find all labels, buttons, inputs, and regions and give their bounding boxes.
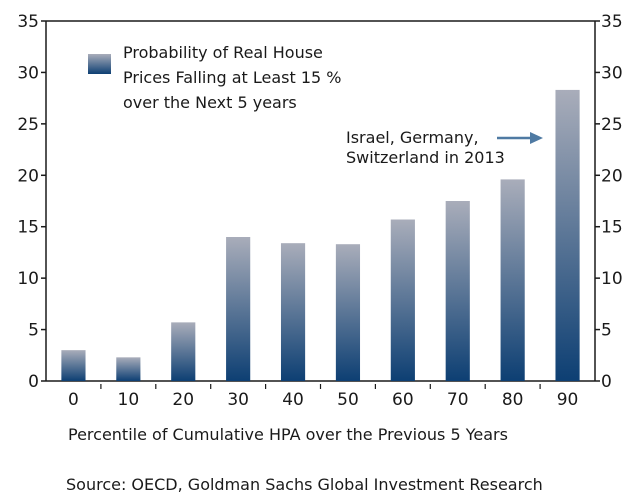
legend-line-3: over the Next 5 years	[123, 93, 297, 112]
bar-60	[390, 219, 415, 381]
x-tick-label: 50	[337, 390, 359, 410]
y-left-tick-label: 0	[28, 372, 39, 392]
y-right-tick-label: 15	[601, 218, 623, 238]
y-right-tick-label: 0	[601, 372, 612, 392]
legend-line-2: Prices Falling at Least 15 %	[123, 68, 342, 87]
bar-50	[335, 244, 361, 381]
y-left-tick-label: 10	[17, 269, 39, 289]
bar-70	[445, 201, 470, 381]
y-axis-left-ticks: 0 5 10 15 20 25 30 35	[17, 12, 46, 392]
annotation-line-1: Israel, Germany,	[346, 128, 479, 147]
bar-90	[555, 89, 580, 382]
legend: Probability of Real House Prices Falling…	[88, 43, 342, 112]
y-right-tick-label: 35	[601, 12, 623, 32]
y-right-tick-label: 30	[601, 63, 623, 83]
bar-0	[61, 350, 86, 381]
y-left-tick-label: 15	[17, 218, 39, 238]
y-right-tick-label: 10	[601, 269, 623, 289]
bar-10	[116, 357, 141, 381]
y-left-tick-label: 5	[28, 321, 39, 341]
bar-20	[171, 322, 196, 381]
x-tick-label: 70	[447, 390, 469, 410]
x-tick-label: 10	[118, 390, 140, 410]
bar-80	[500, 179, 525, 381]
y-right-tick-label: 20	[601, 166, 623, 186]
x-axis-ticks	[100, 384, 541, 389]
annotation-line-2: Switzerland in 2013	[346, 148, 505, 167]
x-tick-label: 40	[282, 390, 304, 410]
bar-30	[226, 237, 251, 381]
x-tick-label: 80	[502, 390, 524, 410]
x-axis-tick-labels: 0 10 20 30 40 50 60 70 80 90	[68, 390, 578, 410]
source-note: Source: OECD, Goldman Sachs Global Inves…	[66, 475, 543, 494]
x-tick-label: 20	[172, 390, 194, 410]
y-left-tick-label: 35	[17, 12, 39, 32]
y-left-tick-label: 25	[17, 115, 39, 135]
y-right-tick-label: 5	[601, 321, 612, 341]
x-tick-label: 0	[68, 390, 79, 410]
bars	[61, 89, 580, 382]
y-left-tick-label: 30	[17, 63, 39, 83]
y-axis-right-ticks: 0 5 10 15 20 25 30 35	[595, 12, 623, 392]
annotation: Israel, Germany, Switzerland in 2013	[346, 128, 543, 167]
legend-swatch	[88, 54, 111, 74]
annotation-arrow-head	[530, 132, 543, 144]
legend-line-1: Probability of Real House	[123, 43, 323, 62]
y-left-tick-label: 20	[17, 166, 39, 186]
x-tick-label: 60	[392, 390, 414, 410]
x-tick-label: 30	[227, 390, 249, 410]
y-right-tick-label: 25	[601, 115, 623, 135]
x-axis-title: Percentile of Cumulative HPA over the Pr…	[68, 425, 508, 444]
bar-40	[280, 243, 306, 381]
x-tick-label: 90	[557, 390, 579, 410]
